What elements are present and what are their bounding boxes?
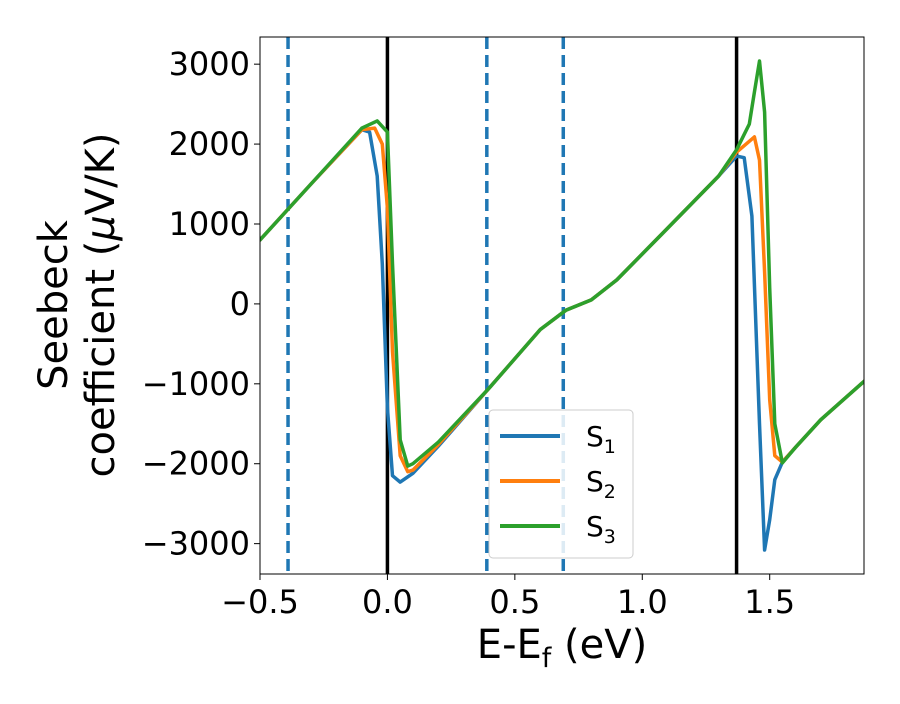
x-tick-label: 0.5 (489, 583, 540, 621)
legend-label-s1: S1 (586, 420, 616, 458)
x-tick-label: 0.0 (362, 583, 413, 621)
y-tick-label: 2000 (169, 125, 250, 163)
y-tick-label: 1000 (169, 205, 250, 243)
y-tick-label: 0 (230, 285, 250, 323)
reference-lines (286, 37, 739, 574)
x-tick-label: −0.5 (221, 583, 299, 621)
y-tick-label: −2000 (142, 445, 250, 483)
x-axis-label: E-Ef (eV) (477, 622, 647, 674)
legend-label-s3: S3 (586, 510, 616, 548)
y-axis-label: Seebeck coefficient (μV/K) (31, 133, 124, 478)
plot-frame (259, 36, 865, 575)
series-lines (260, 59, 864, 552)
legend-frame (488, 409, 634, 559)
y-tick-label: 3000 (169, 45, 250, 83)
legend: S1 S2 S3 (488, 409, 634, 559)
x-tick-label: 1.0 (617, 583, 668, 621)
x-axis-ticks: −0.5 0.0 0.5 1.0 1.5 (221, 574, 795, 621)
y-tick-label: −1000 (142, 365, 250, 403)
x-tick-label: 1.5 (744, 583, 795, 621)
legend-label-s2: S2 (586, 465, 616, 503)
y-axis-label-line1: Seebeck (31, 219, 77, 390)
y-tick-label: −3000 (142, 525, 250, 563)
series-line-s3 (260, 59, 864, 468)
y-axis-ticks: −3000 −2000 −1000 0 1000 2000 3000 (142, 45, 260, 563)
y-axis-label-line2: coefficient (μV/K) (78, 133, 124, 478)
